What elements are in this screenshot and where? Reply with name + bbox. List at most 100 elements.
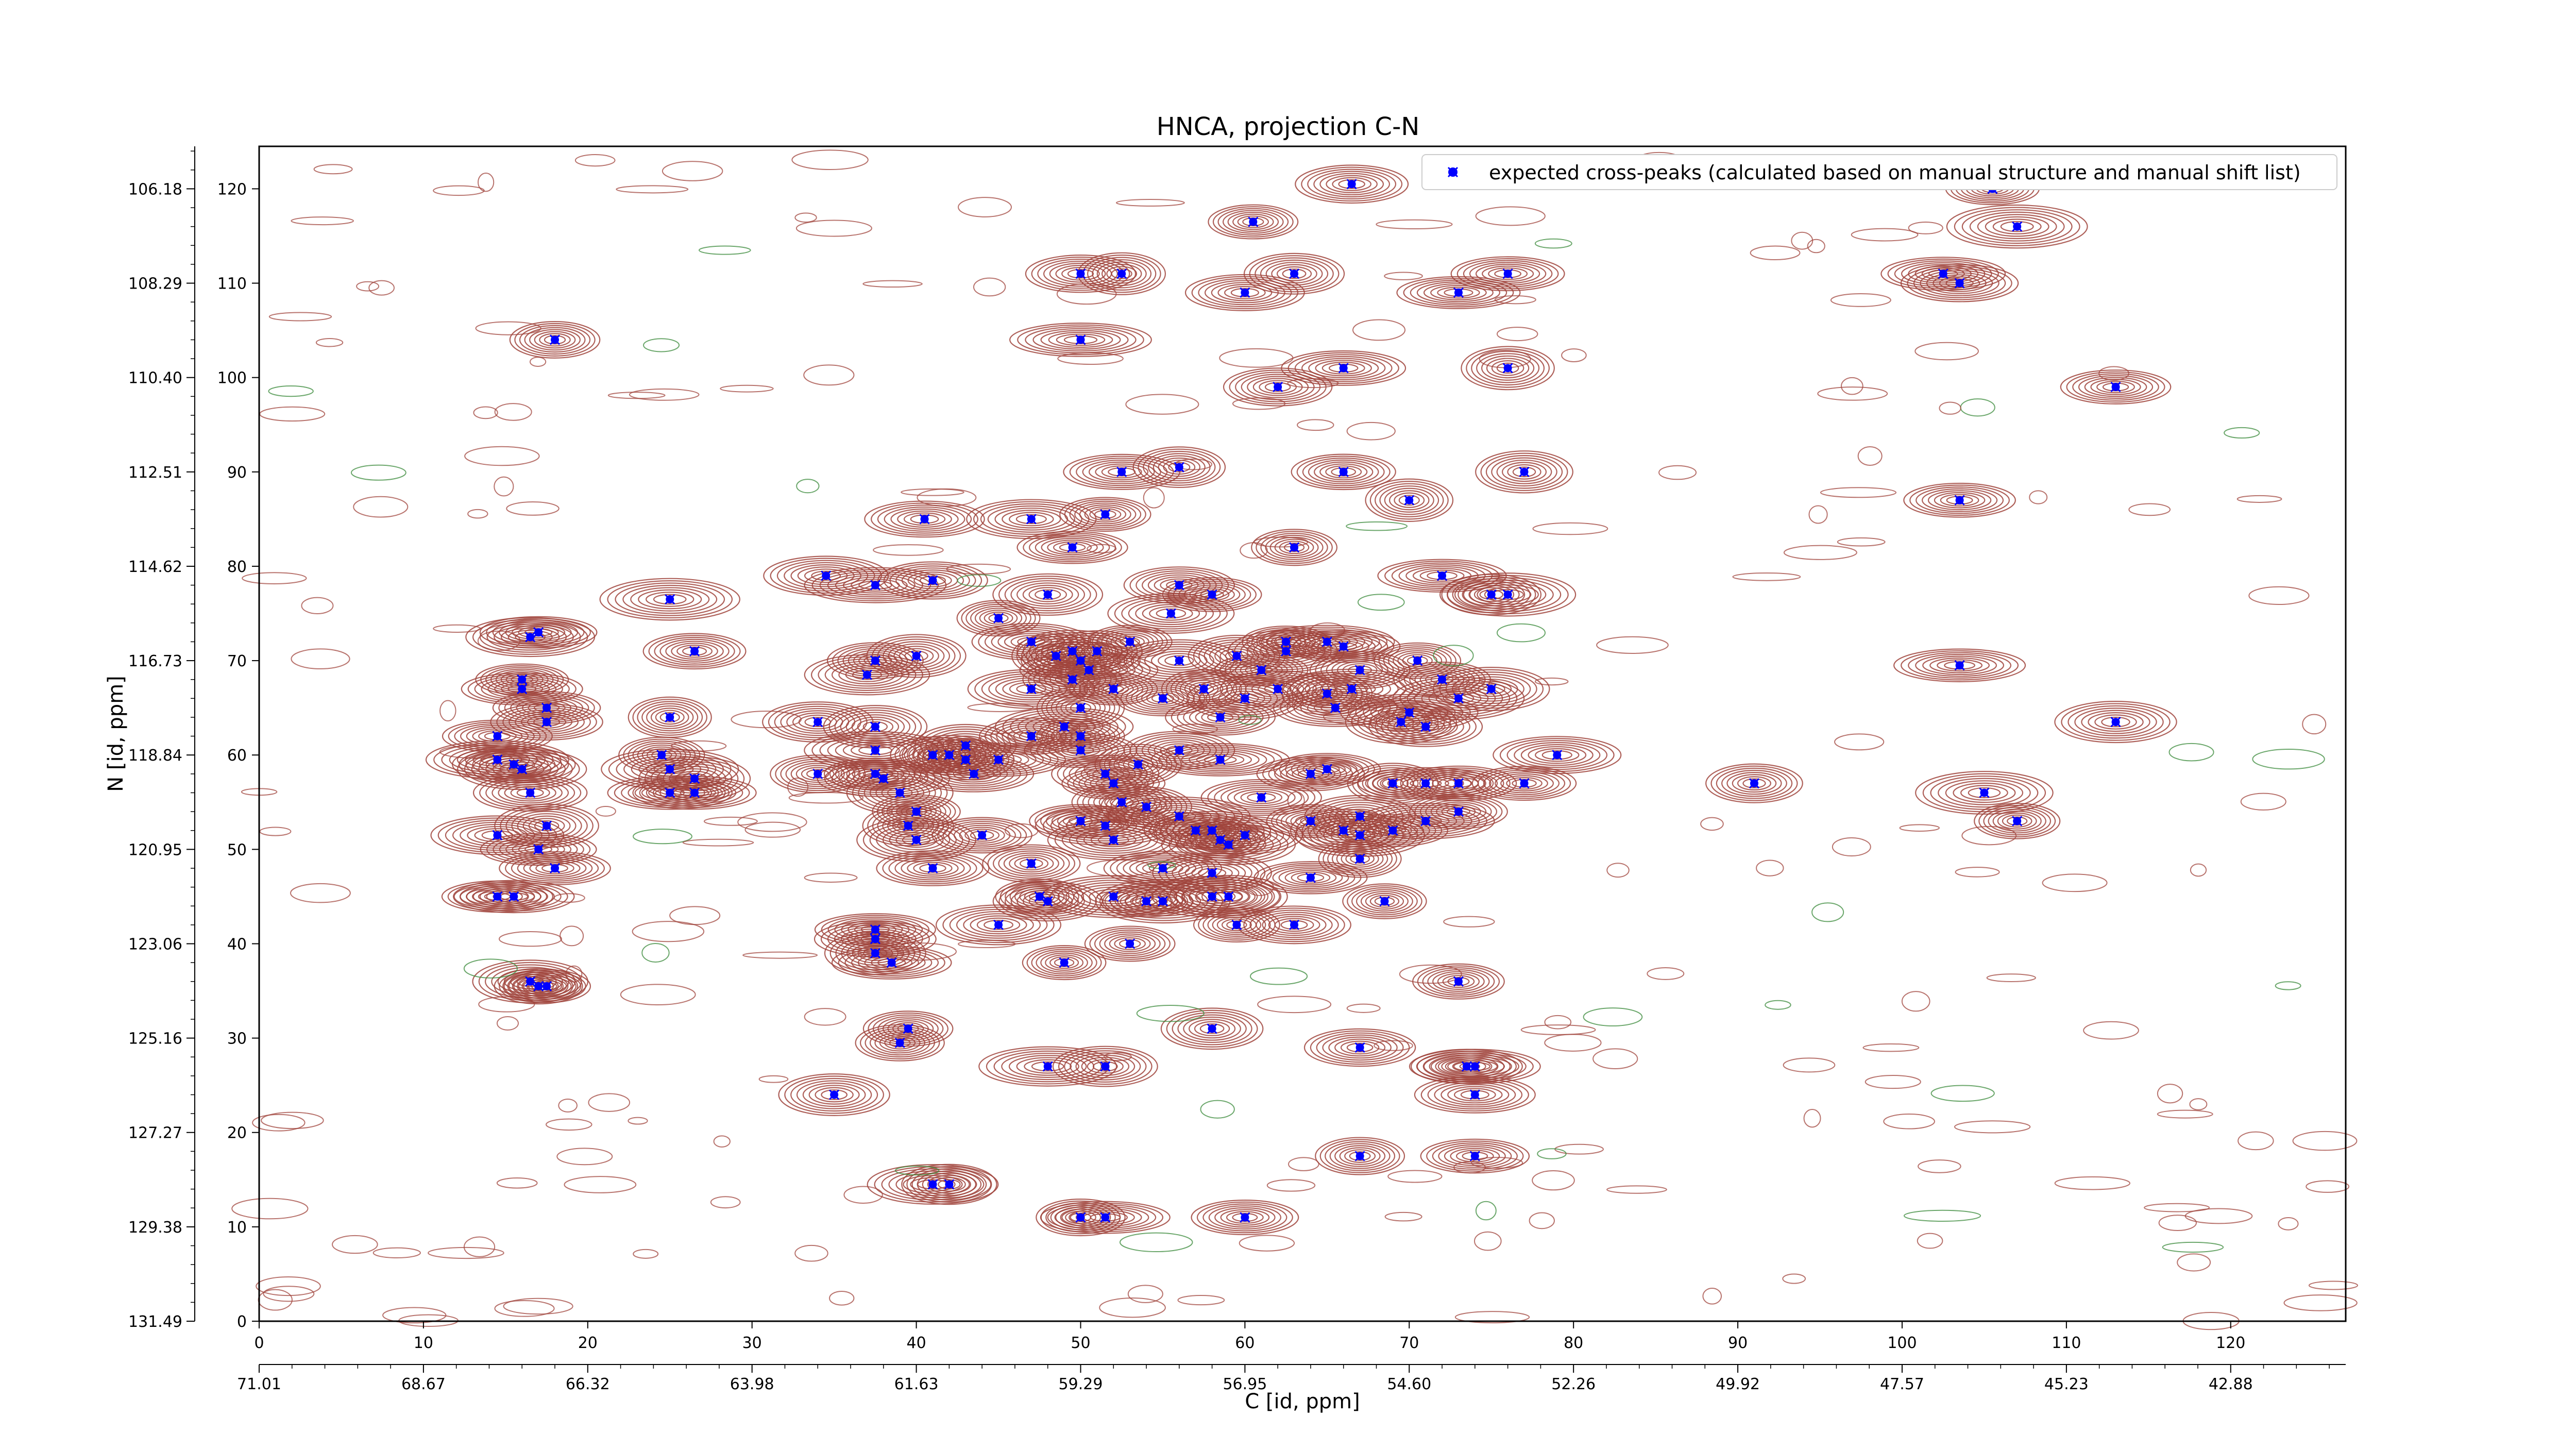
noise-contour — [565, 965, 583, 983]
x2-tick-label: 47.57 — [1880, 1375, 1924, 1393]
plot-frame — [258, 145, 2347, 1322]
contour-peak — [1450, 256, 1565, 292]
contour-peak — [618, 736, 705, 773]
x2-tick-label: 56.95 — [1223, 1375, 1267, 1393]
noise-contour — [2158, 1215, 2197, 1232]
cross-peak — [1231, 650, 1242, 661]
contour-peak — [1915, 770, 2054, 815]
secondary-x-axis: 71.01 68.67 66.32 63.98 61.63 59.29 56.95 54.60… — [237, 1364, 2346, 1393]
noise-contour — [1756, 860, 1784, 877]
noise-contour — [529, 357, 547, 367]
cross-peak — [1075, 745, 1086, 756]
noise-contour — [290, 883, 351, 903]
cross-peak — [993, 919, 1004, 930]
noise-contour — [2236, 495, 2282, 503]
noise-contour — [1830, 293, 1891, 307]
noise-contour — [1087, 544, 1117, 553]
noise-contour — [1782, 1273, 1806, 1284]
contour-peak — [1123, 566, 1235, 604]
noise-contour — [742, 951, 818, 959]
cross-peak — [1174, 811, 1184, 822]
cross-peak — [1059, 721, 1070, 732]
noise-contour — [2238, 1131, 2274, 1151]
noise-contour — [2190, 863, 2207, 877]
cross-peak — [533, 627, 544, 638]
noise-contour — [496, 1016, 519, 1031]
noise-contour — [1346, 1003, 1381, 1013]
cross-peak — [1469, 1089, 1480, 1100]
noise-contour — [1840, 377, 1863, 395]
chart-title: HNCA, projection C-N — [1157, 112, 1420, 141]
noise-contour — [1443, 916, 1495, 928]
y-tick-label: 60 — [227, 747, 247, 765]
y-tick-label: 90 — [227, 464, 247, 482]
y2-tick-label: 112.51 — [128, 464, 182, 482]
noise-contour — [794, 1244, 828, 1262]
noise-contour — [1287, 378, 1339, 389]
contour-peak — [978, 1046, 1117, 1087]
cross-peak — [1404, 495, 1415, 506]
cross-peak — [870, 721, 880, 732]
contour-peak — [1084, 925, 1176, 962]
x-tick-label: 20 — [578, 1334, 598, 1352]
cross-peak — [1281, 646, 1292, 656]
noise-contour — [629, 388, 700, 401]
noise-contour — [1257, 996, 1332, 1014]
negative-contour — [463, 958, 518, 979]
noise-contour — [787, 778, 809, 797]
noise-contour — [463, 1236, 496, 1257]
cross-peak — [1108, 891, 1119, 902]
y2-tick-label: 116.73 — [128, 652, 182, 670]
noise-contour — [791, 149, 869, 170]
contour-peak — [1040, 1201, 1171, 1234]
x2-tick-label: 68.67 — [401, 1375, 446, 1393]
noise-contour — [628, 1117, 648, 1125]
noise-contour — [946, 563, 1011, 575]
contour-peak — [1342, 883, 1427, 919]
cross-peak — [1321, 764, 1332, 774]
cross-peak — [1026, 683, 1037, 695]
contour-peak — [1946, 204, 2088, 249]
cross-peak — [1502, 363, 1513, 374]
noise-contour — [291, 216, 354, 226]
cross-peak — [1092, 646, 1103, 656]
contour-peak — [1705, 763, 1803, 803]
cross-peak — [1100, 1061, 1111, 1072]
noise-contour — [958, 939, 1016, 949]
cross-peak — [1420, 778, 1431, 789]
noise-contour — [1399, 964, 1462, 984]
cross-peak — [1404, 707, 1415, 718]
cross-peak — [993, 613, 1004, 624]
cross-peak — [870, 768, 880, 779]
noise-contour — [506, 501, 560, 516]
contour-peak — [1200, 779, 1322, 816]
contour-peak — [1903, 482, 2016, 518]
noise-contour — [1172, 723, 1218, 735]
noise-contour — [546, 1118, 592, 1131]
cross-peak — [894, 787, 905, 798]
noise-contour — [607, 392, 666, 399]
cross-peak — [1979, 787, 1990, 798]
noise-contour — [1239, 1235, 1295, 1252]
noise-contour — [1057, 352, 1124, 365]
cross-peak — [821, 570, 832, 581]
cross-peak — [1108, 683, 1119, 695]
cross-peak — [1207, 589, 1217, 600]
cross-peak — [1954, 278, 1965, 289]
cross-peak — [1207, 891, 1217, 902]
cross-peak — [878, 773, 889, 784]
cross-peak — [689, 787, 700, 798]
noise-contour — [731, 711, 802, 729]
negative-contour — [633, 829, 692, 845]
cross-peak — [1954, 660, 1965, 671]
contour-peak — [1191, 1200, 1299, 1236]
noise-contour — [439, 700, 456, 721]
noise-contour — [574, 154, 616, 167]
noise-contour — [682, 838, 754, 847]
y-tick-label: 100 — [217, 369, 247, 387]
contour-peak — [1047, 819, 1180, 861]
y2-tick-label: 125.16 — [128, 1030, 182, 1048]
noise-contour — [1658, 465, 1697, 480]
cross-peak — [1354, 1042, 1365, 1053]
